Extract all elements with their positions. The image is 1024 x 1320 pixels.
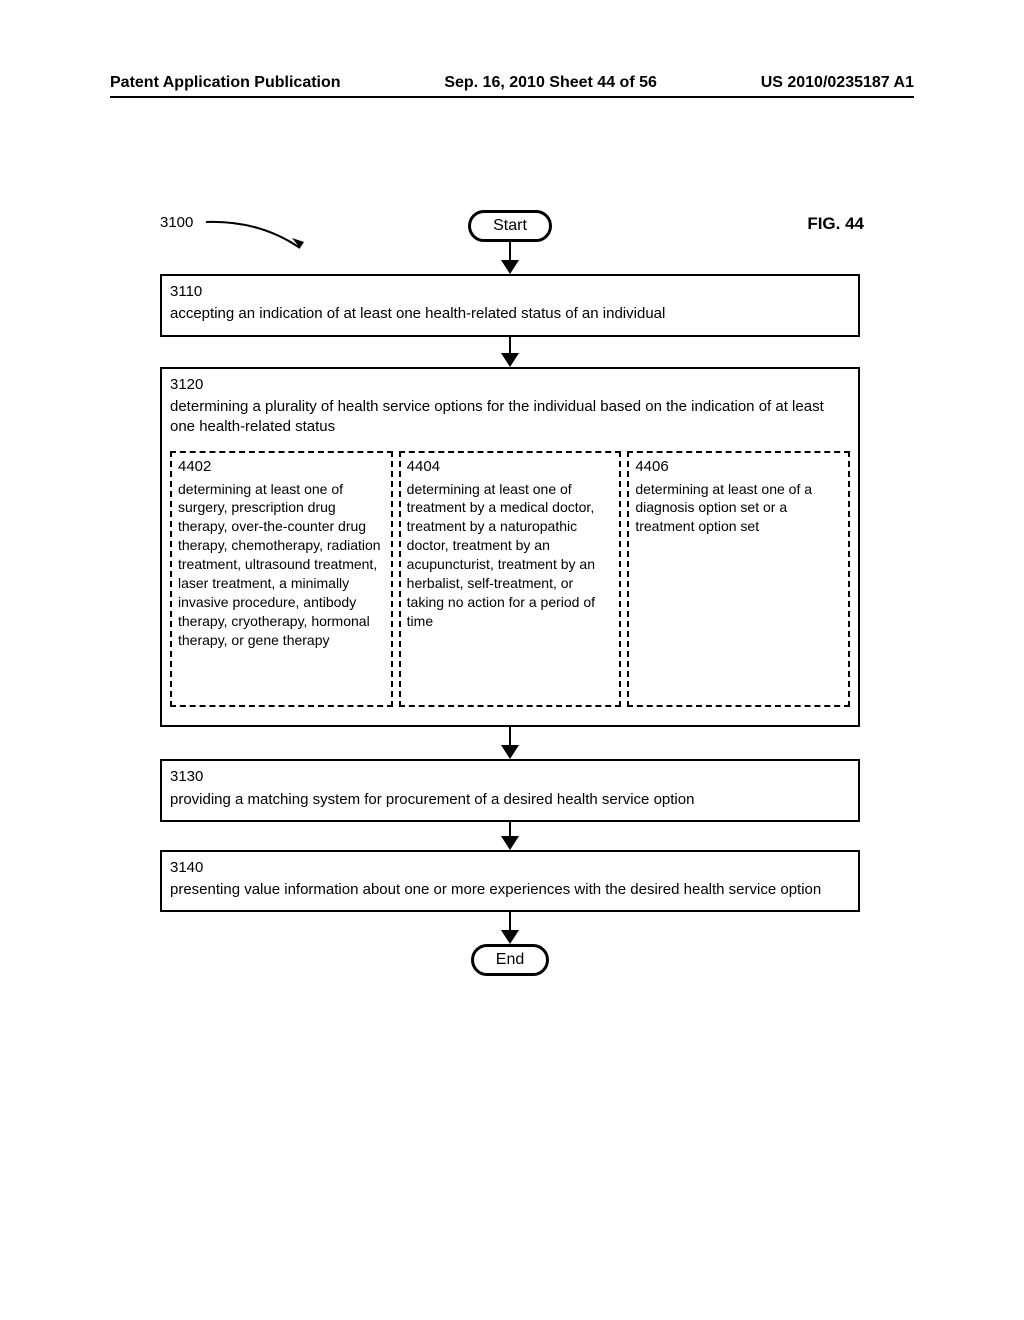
page-header: Patent Application Publication Sep. 16, … <box>110 74 914 98</box>
step-num-3130: 3130 <box>170 767 850 787</box>
sub-4404: 4404 determining at least one of treatme… <box>399 451 622 707</box>
sub-4406: 4406 determining at least one of a diagn… <box>627 451 850 707</box>
connector-2 <box>160 337 860 367</box>
step-num-3120: 3120 <box>170 375 850 395</box>
sub-num-4406: 4406 <box>635 457 842 477</box>
step-3110: 3110 accepting an indication of at least… <box>160 274 860 337</box>
step-text-3110: accepting an indication of at least one … <box>170 305 665 322</box>
connector-5 <box>160 912 860 944</box>
sub-options-row: 4402 determining at least one of surgery… <box>170 451 850 707</box>
end-terminal: End <box>471 944 549 976</box>
step-text-3130: providing a matching system for procurem… <box>170 791 694 808</box>
header-center: Sep. 16, 2010 Sheet 44 of 56 <box>444 74 657 92</box>
sub-num-4402: 4402 <box>178 457 385 477</box>
step-3120: 3120 determining a plurality of health s… <box>160 367 860 728</box>
connector-3 <box>160 727 860 759</box>
start-terminal: Start <box>468 210 552 242</box>
sub-text-4406: determining at least one of a diagnosis … <box>635 481 812 535</box>
header-right: US 2010/0235187 A1 <box>761 74 914 92</box>
sub-4402: 4402 determining at least one of surgery… <box>170 451 393 707</box>
step-text-3120: determining a plurality of health servic… <box>170 398 824 435</box>
page: Patent Application Publication Sep. 16, … <box>0 0 1024 1320</box>
step-3140: 3140 presenting value information about … <box>160 850 860 913</box>
sub-text-4404: determining at least one of treatment by… <box>407 481 595 629</box>
step-num-3140: 3140 <box>170 858 850 878</box>
step-text-3140: presenting value information about one o… <box>170 881 821 898</box>
sub-num-4404: 4404 <box>407 457 614 477</box>
end-node-wrap: End <box>160 944 860 976</box>
step-num-3110: 3110 <box>170 282 850 302</box>
connector-4 <box>160 822 860 850</box>
flowchart: 3100 FIG. 44 Start 3110 accepting an ind… <box>160 220 860 976</box>
header-left: Patent Application Publication <box>110 74 341 92</box>
step-3130: 3130 providing a matching system for pro… <box>160 759 860 822</box>
sub-text-4402: determining at least one of surgery, pre… <box>178 481 381 648</box>
start-node-wrap: Start <box>160 210 860 242</box>
